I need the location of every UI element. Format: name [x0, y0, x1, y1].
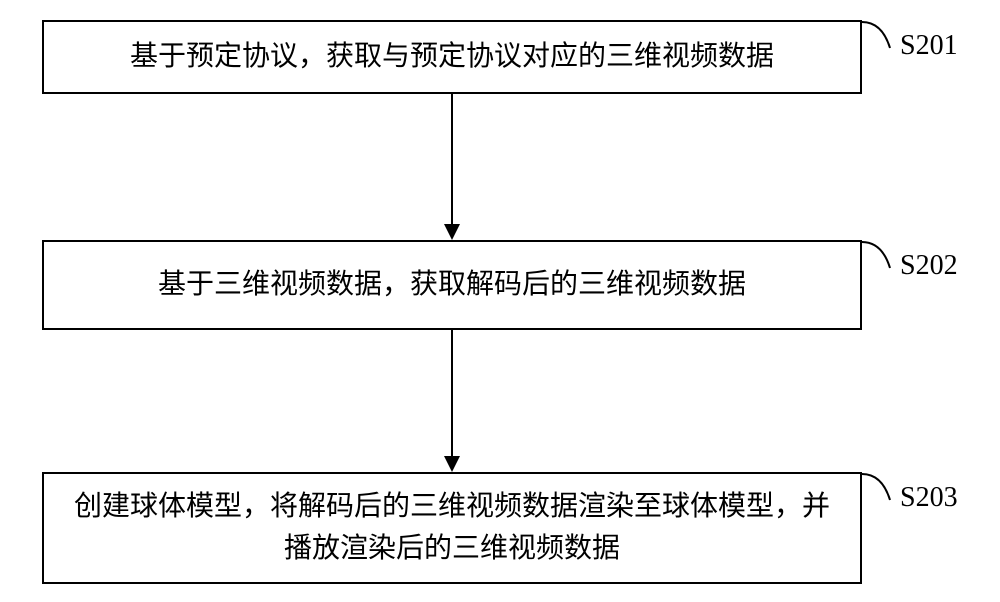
flow-node-text: 创建球体模型，将解码后的三维视频数据渲染至球体模型，并播放渲染后的三维视频数据 — [64, 486, 840, 570]
flow-node-text: 基于预定协议，获取与预定协议对应的三维视频数据 — [130, 36, 774, 78]
flow-node-s201: 基于预定协议，获取与预定协议对应的三维视频数据 — [42, 20, 862, 94]
step-label-s201: S201 — [900, 30, 958, 62]
label-connector — [862, 472, 902, 512]
label-connector — [862, 240, 902, 280]
flow-node-text: 基于三维视频数据，获取解码后的三维视频数据 — [158, 264, 746, 306]
flow-arrow — [451, 330, 453, 456]
flow-node-s203: 创建球体模型，将解码后的三维视频数据渲染至球体模型，并播放渲染后的三维视频数据 — [42, 472, 862, 584]
label-connector — [862, 20, 902, 60]
step-label-s203: S203 — [900, 482, 958, 514]
flow-arrow-head — [444, 456, 460, 472]
flow-arrow-head — [444, 224, 460, 240]
step-label-s202: S202 — [900, 250, 958, 282]
flow-arrow — [451, 94, 453, 224]
flow-node-s202: 基于三维视频数据，获取解码后的三维视频数据 — [42, 240, 862, 330]
